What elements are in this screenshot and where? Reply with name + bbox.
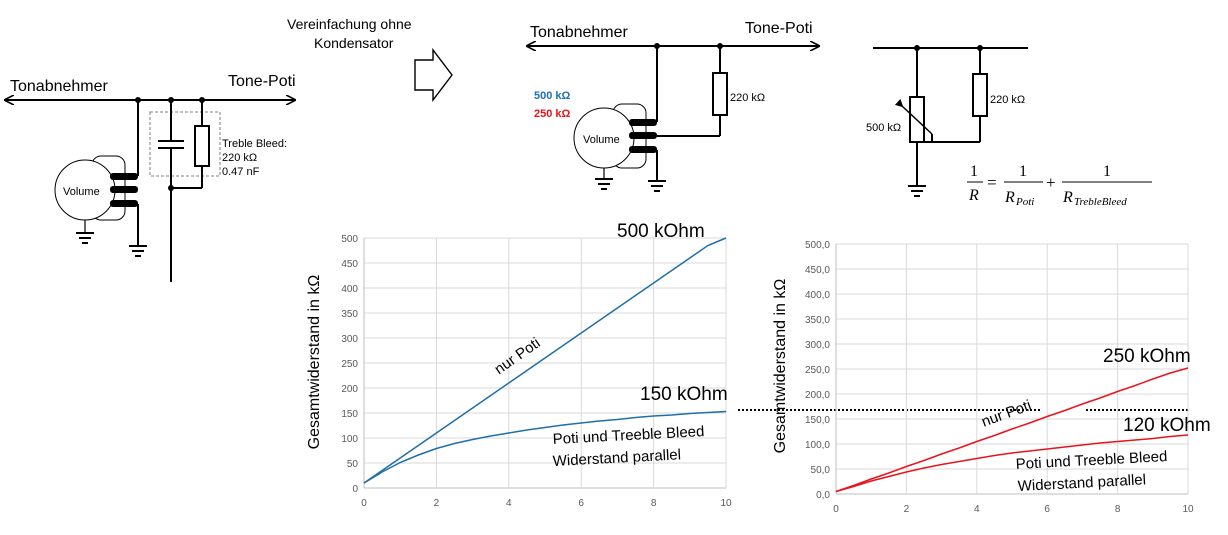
y-tick-label: 500 (341, 234, 358, 245)
volume-label: Volume (63, 186, 100, 198)
y-tick-label: 150,0 (805, 415, 830, 426)
x-tick-label: 10 (720, 498, 732, 509)
x-tick-label: 4 (974, 504, 980, 515)
y-tick-label: 100 (341, 434, 358, 445)
x-tick-label: 2 (434, 498, 440, 509)
ground-icon (648, 180, 666, 192)
circuit-equivalent: 500 kΩ 220 kΩ 1 R = 1 R Poti + 1 R Trebl… (866, 45, 1152, 208)
annotation-mid: 120 kOhm (1123, 415, 1211, 436)
y-tick-label: 250 (341, 359, 358, 370)
resistor-icon (712, 72, 728, 116)
y-tick-label: 350,0 (805, 315, 830, 326)
y-tick-label: 50,0 (811, 465, 831, 476)
series-label-parallel-2: Widerstand parallel (1017, 471, 1146, 495)
resistor-value: 220 kΩ (990, 94, 1025, 106)
volume-label: Volume (583, 134, 620, 146)
pickup-label: Tonabnehmer (530, 24, 629, 41)
annotation-mid: 150 kOhm (640, 384, 728, 405)
x-tick-label: 8 (651, 498, 657, 509)
svg-text:R: R (1004, 189, 1015, 206)
y-tick-label: 0 (352, 484, 358, 495)
ground-icon (908, 185, 926, 197)
simplification-line-2: Kondensator (314, 35, 394, 51)
series-label-nur-poti: nur Poti (491, 335, 543, 379)
parallel-resistance-formula: 1 R = 1 R Poti + 1 R TrebleBleed (967, 163, 1152, 208)
y-tick-label: 300 (341, 334, 358, 345)
y-tick-label: 450,0 (805, 265, 830, 276)
series-line-parallel (835, 434, 1189, 493)
annotation-top: 500 kOhm (617, 221, 705, 242)
treble-bleed-label: Treble Bleed: (222, 138, 287, 150)
poti-value-500: 500 kΩ (534, 90, 571, 102)
y-tick-label: 50 (347, 459, 359, 470)
ground-icon (595, 178, 613, 190)
y-axis-label: Gesamtwiderstand in kΩ (306, 275, 323, 450)
svg-text:1: 1 (1019, 163, 1027, 180)
tone-poti-label: Tone-Poti (745, 20, 813, 37)
y-tick-label: 400,0 (805, 290, 830, 301)
svg-text:=: = (987, 173, 997, 192)
svg-text:1: 1 (970, 163, 978, 180)
y-axis-label: Gesamtwiderstand in kΩ (772, 279, 789, 454)
resistor-value: 220 kΩ (730, 92, 765, 104)
y-tick-label: 500,0 (805, 240, 830, 251)
series-line-nur-poti (363, 237, 727, 484)
x-tick-label: 6 (1044, 504, 1050, 515)
series-line-nur-poti (835, 367, 1189, 493)
svg-text:Poti: Poti (1015, 196, 1034, 208)
x-tick-label: 6 (578, 498, 584, 509)
y-tick-label: 350 (341, 309, 358, 320)
chart-500k: 0 50 100 150 200 250 300 350 400 450 500 0 2 4 6 8 10 Ge… (306, 221, 732, 509)
svg-text:R: R (1062, 189, 1073, 206)
volume-potentiometer-icon (573, 103, 657, 169)
chart-250k: 0,0 50,0 100,0 150,0 200,0 250,0 300,0 350,0 400… (772, 240, 1211, 515)
ground-icon (129, 245, 147, 257)
x-tick-label: 0 (833, 504, 839, 515)
y-tick-label: 400 (341, 284, 358, 295)
annotation-top: 250 kOhm (1103, 346, 1191, 367)
y-tick-label: 200,0 (805, 390, 830, 401)
series-label-parallel-2: Widerstand parallel (552, 446, 681, 470)
y-tick-label: 150 (341, 409, 358, 420)
y-tick-label: 300,0 (805, 340, 830, 351)
y-tick-label: 0,0 (816, 490, 830, 501)
series-line-parallel (363, 410, 727, 484)
ground-icon (76, 232, 94, 244)
volume-potentiometer-icon (54, 155, 138, 221)
y-tick-label: 100,0 (805, 440, 830, 451)
y-tick-label: 450 (341, 259, 358, 270)
poti-value: 500 kΩ (866, 122, 901, 134)
x-tick-label: 10 (1182, 504, 1194, 515)
arrow-right-outline-icon (414, 47, 453, 103)
treble-bleed-box (149, 111, 221, 177)
x-tick-label: 4 (506, 498, 512, 509)
pickup-label: Tonabnehmer (10, 78, 109, 95)
x-tick-label: 8 (1115, 504, 1121, 515)
series-label-parallel-1: Poti und Treeble Bleed (552, 423, 704, 448)
circuit-simplified: Tonabnehmer Tone-Poti 500 kΩ 250 kΩ Volu… (528, 20, 818, 192)
capacitor-icon (158, 140, 184, 149)
y-tick-label: 200 (341, 384, 358, 395)
treble-bleed-capacitor-value: 0.47 nF (222, 166, 260, 178)
svg-text:1: 1 (1103, 163, 1111, 180)
x-tick-label: 0 (361, 498, 367, 509)
x-tick-label: 2 (904, 504, 910, 515)
circuit-original: Tonabnehmer Tone-Poti Volume (6, 73, 296, 282)
simplification-line-1: Vereinfachung ohne (287, 16, 412, 32)
y-tick-label: 250,0 (805, 365, 830, 376)
treble-bleed-resistor-value: 220 kΩ (222, 152, 257, 164)
resistor-icon (194, 125, 210, 167)
resistor-icon (972, 73, 988, 117)
tone-poti-label: Tone-Poti (228, 73, 296, 90)
series-label-nur-poti: nur Poti (979, 397, 1033, 431)
svg-text:+: + (1046, 173, 1056, 192)
svg-text:TrebleBleed: TrebleBleed (1074, 196, 1127, 208)
simplification-step: Vereinfachung ohne Kondensator (287, 16, 453, 103)
svg-text:R: R (968, 187, 979, 204)
poti-value-250: 250 kΩ (534, 108, 571, 120)
